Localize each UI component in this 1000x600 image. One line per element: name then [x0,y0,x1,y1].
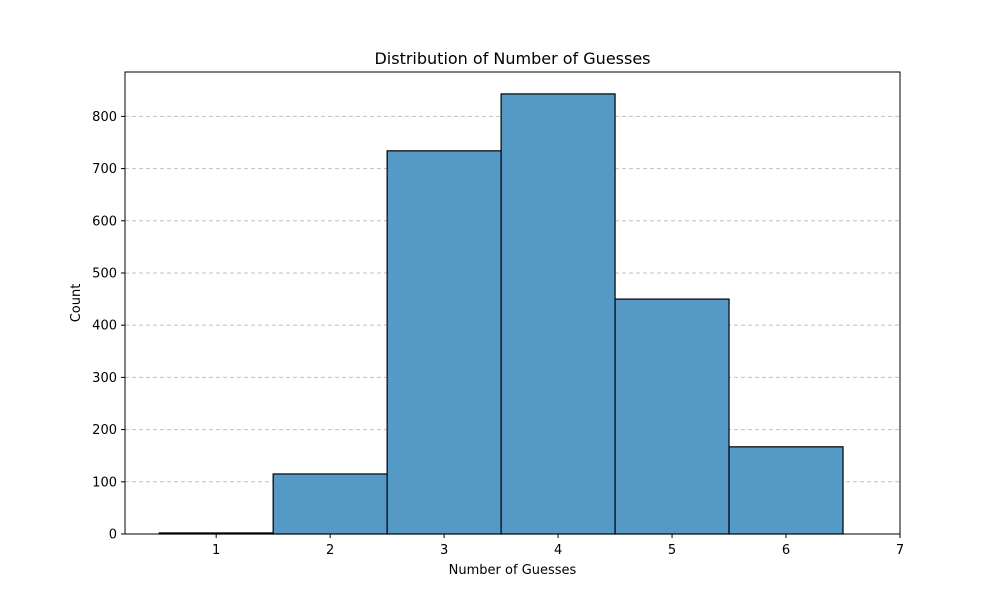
x-tick-label: 6 [782,543,790,558]
y-tick-label: 600 [92,214,117,229]
y-tick-label: 800 [92,110,117,125]
y-axis-label: Count [69,284,84,323]
y-tick-label: 500 [92,266,117,281]
histogram-bar-5 [614,298,730,535]
plot-frame [124,71,901,535]
histogram-bar-6 [728,446,844,535]
x-tick-label: 4 [554,543,562,558]
histogram-bar-2 [272,473,388,535]
histogram-bar-4 [500,93,616,535]
y-tick-label: 700 [92,162,117,177]
x-tick-label: 1 [212,543,220,558]
x-tick-label: 5 [668,543,676,558]
y-tick-label: 300 [92,371,117,386]
y-tick-label: 400 [92,319,117,334]
x-axis-ticks: 1 2 3 4 5 6 7 [212,534,904,558]
x-tick-label: 3 [440,543,448,558]
y-tick-label: 0 [109,528,117,543]
y-tick-label: 100 [92,475,117,490]
x-axis-label: Number of Guesses [449,563,577,578]
chart-title: Distribution of Number of Guesses [374,49,650,68]
y-axis-ticks: 0 100 200 300 400 500 600 700 800 [92,110,125,543]
histogram-bar-3 [386,150,502,535]
y-tick-label: 200 [92,423,117,438]
x-tick-label: 2 [326,543,334,558]
bars [158,93,844,535]
x-tick-label: 7 [896,543,904,558]
